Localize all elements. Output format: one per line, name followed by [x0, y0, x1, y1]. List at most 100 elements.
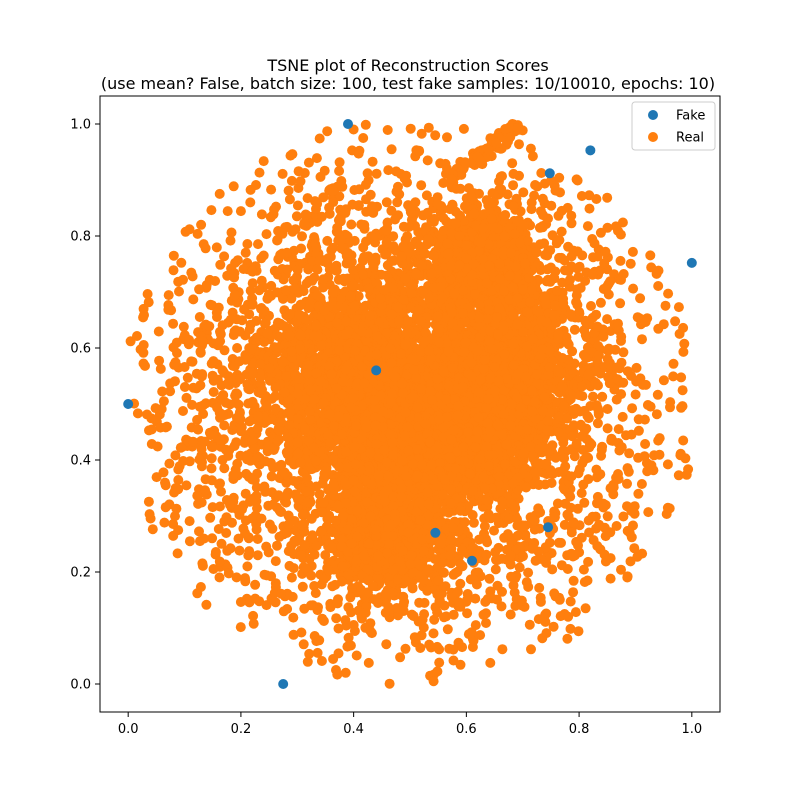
- real-point: [228, 181, 239, 192]
- real-point: [154, 355, 165, 366]
- real-point: [256, 209, 267, 220]
- real-point: [611, 521, 622, 531]
- real-point: [351, 650, 362, 661]
- real-point: [245, 285, 256, 296]
- real-point: [576, 532, 587, 543]
- real-point: [430, 130, 441, 141]
- real-point: [256, 513, 267, 524]
- real-point: [588, 391, 598, 402]
- real-point: [302, 656, 313, 667]
- real-point: [318, 616, 329, 626]
- real-point: [281, 371, 292, 382]
- real-point: [142, 289, 153, 299]
- real-point: [192, 228, 203, 239]
- real-point: [157, 386, 168, 397]
- real-point: [568, 575, 579, 586]
- real-point: [422, 155, 433, 166]
- real-point: [178, 274, 188, 285]
- real-point: [428, 628, 439, 639]
- real-point: [205, 512, 216, 523]
- real-point: [155, 363, 166, 374]
- real-point: [178, 456, 189, 466]
- real-point: [252, 503, 262, 514]
- real-point: [566, 527, 577, 538]
- real-point: [226, 227, 237, 238]
- real-point: [232, 458, 243, 469]
- real-point: [434, 657, 445, 668]
- real-point: [679, 338, 690, 349]
- real-point: [272, 540, 282, 551]
- real-point: [173, 475, 184, 485]
- real-point: [160, 502, 171, 513]
- real-point: [442, 624, 453, 635]
- real-point: [244, 546, 255, 557]
- real-point: [580, 603, 591, 614]
- real-point: [143, 496, 154, 507]
- real-point: [615, 298, 626, 309]
- real-point: [645, 250, 656, 261]
- real-point: [179, 382, 190, 392]
- real-point: [147, 524, 158, 535]
- real-point: [191, 383, 202, 394]
- real-point: [569, 324, 580, 335]
- real-point: [415, 643, 426, 653]
- real-point: [358, 133, 369, 143]
- real-point: [170, 376, 180, 387]
- real-point: [514, 562, 525, 573]
- real-point: [608, 489, 619, 500]
- real-point: [184, 516, 195, 527]
- real-point: [653, 281, 664, 291]
- real-point: [303, 157, 314, 168]
- real-point: [158, 396, 169, 407]
- real-point: [140, 360, 150, 371]
- real-point: [554, 172, 565, 183]
- real-point: [242, 561, 253, 572]
- real-point: [514, 139, 524, 150]
- real-point: [269, 204, 280, 215]
- real-point: [187, 356, 198, 367]
- real-point: [507, 158, 518, 169]
- real-point: [333, 623, 344, 634]
- real-point: [572, 175, 583, 186]
- real-point: [381, 197, 392, 208]
- real-point: [331, 613, 342, 624]
- real-point: [180, 226, 191, 237]
- real-point: [187, 399, 198, 410]
- real-point: [178, 406, 188, 416]
- real-point: [562, 633, 573, 644]
- real-point: [207, 533, 218, 544]
- scatter-points: [123, 119, 697, 689]
- real-point: [386, 205, 397, 216]
- real-point: [225, 235, 236, 246]
- real-point: [678, 435, 689, 446]
- chart-title: TSNE plot of Reconstruction Scores: [266, 56, 548, 75]
- real-point: [296, 243, 307, 254]
- real-point: [393, 610, 403, 621]
- real-point: [261, 229, 272, 240]
- real-point: [591, 464, 602, 475]
- real-point: [328, 242, 338, 253]
- real-point: [322, 126, 333, 137]
- real-point: [181, 480, 192, 491]
- real-point: [286, 572, 297, 583]
- real-point: [630, 389, 641, 400]
- real-point: [459, 517, 470, 528]
- chart-subtitle: (use mean? False, batch size: 100, test …: [101, 74, 715, 93]
- real-point: [592, 251, 603, 262]
- real-point: [314, 133, 325, 144]
- real-point: [288, 612, 299, 623]
- real-point: [184, 536, 195, 547]
- real-point: [541, 628, 552, 639]
- real-point: [673, 302, 684, 313]
- real-point: [214, 572, 225, 583]
- real-point: [592, 418, 603, 429]
- real-point: [526, 204, 537, 215]
- real-point: [362, 168, 373, 179]
- real-point: [151, 472, 162, 483]
- real-point: [286, 293, 297, 304]
- real-point: [419, 597, 430, 608]
- real-point: [663, 288, 674, 299]
- real-point: [384, 678, 395, 689]
- real-point: [258, 156, 269, 167]
